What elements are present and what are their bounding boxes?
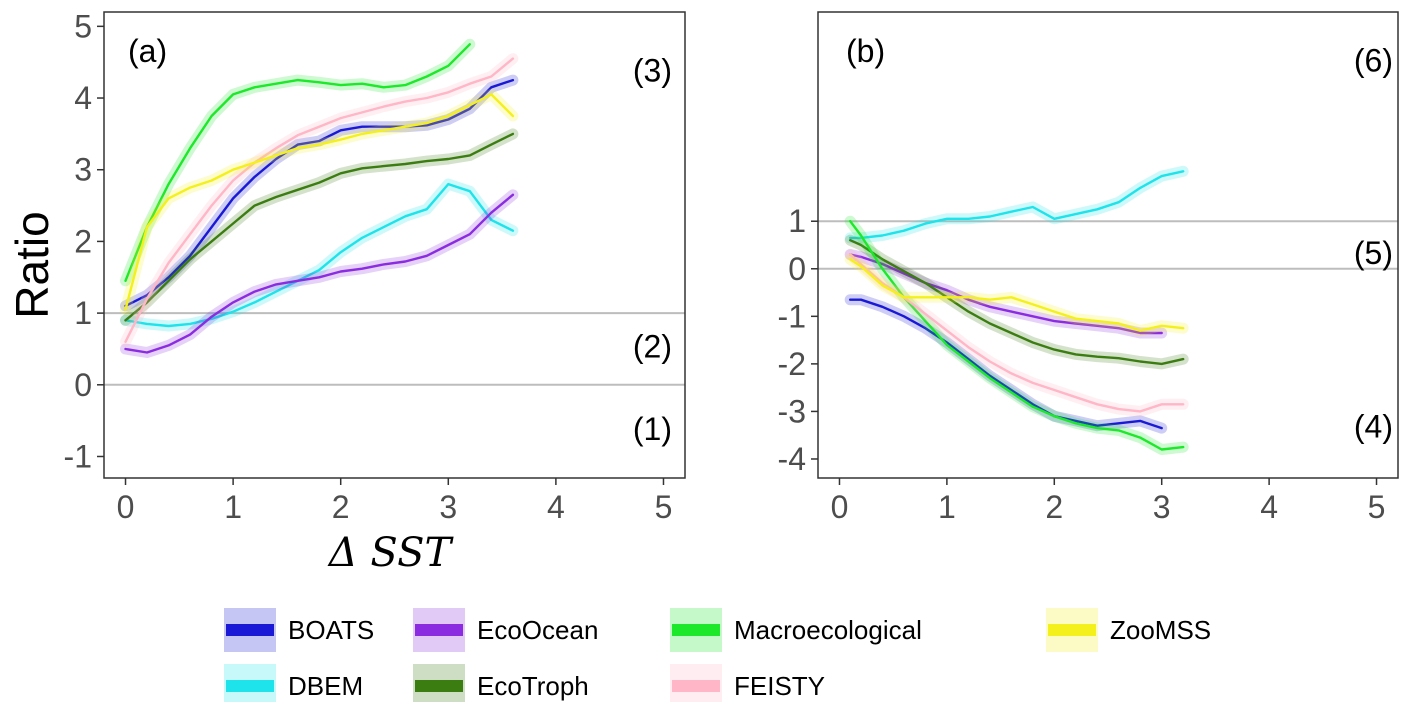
legend-key-line [1048, 624, 1096, 636]
panel-b-region-label: (4) [1354, 409, 1393, 445]
panel-b-line-boats [849, 298, 1163, 430]
panel-b-x-tick-label: 1 [938, 489, 956, 525]
panel-b-ribbon-dbem [844, 165, 1189, 244]
panel-a-region-label: (1) [633, 411, 672, 447]
panel-a-line-zoomss [124, 93, 515, 311]
panel-a-frame [103, 11, 686, 479]
panel-b-line-ecoocean [849, 253, 1163, 335]
panel-b-y-tick-label: 1 [788, 203, 806, 239]
panel-a-x-tick-label: 4 [547, 489, 565, 525]
panel-a-region-labels: (3) (2) (1) [633, 52, 672, 446]
panel-a-line-feisty [124, 57, 515, 343]
legend-item-feisty: FEISTY [670, 664, 825, 702]
panel-a-line-dbem [124, 182, 515, 328]
panel-a-y-tick-label: 2 [74, 223, 92, 259]
legend-key-line [672, 680, 720, 692]
panel-a-x-tick-label: 2 [332, 489, 350, 525]
legend-item-ecotroph: EcoTroph [413, 664, 589, 702]
panel-a-line-macroecological [124, 43, 471, 282]
panel-b-label: (b) [846, 33, 885, 69]
panel-a-ticks: 0 1 2 3 4 5 -1 0 1 2 3 4 5 [64, 8, 673, 525]
panel-a-line-ecotroph [124, 132, 515, 322]
legend-key-line [226, 624, 274, 636]
panel-a-x-axis-label: Δ SST [327, 530, 455, 576]
panel-b-line-zoomss [849, 258, 1185, 332]
panel-a-x-tick-label: 0 [117, 489, 135, 525]
panel-b-x-tick-label: 2 [1045, 489, 1063, 525]
panel-b-y-tick-label: 0 [788, 251, 806, 287]
legend: BOATS DBEM EcoOcean EcoTroph Macroecological… [224, 608, 1211, 702]
panel-b-region-label: (5) [1354, 235, 1393, 271]
panel-b-x-tick-label: 0 [831, 489, 849, 525]
legend-item-dbem: DBEM [224, 664, 363, 702]
panel-a-series [120, 38, 519, 358]
legend-key-line [672, 624, 720, 636]
legend-key-line [415, 624, 463, 636]
panel-b-reference-lines [818, 220, 1398, 270]
panel-a-line-boats [124, 78, 515, 308]
panel-a-y-tick-label: -1 [64, 438, 92, 474]
panel-a-region-label: (3) [633, 52, 672, 88]
panel-b-x-tick-label: 4 [1260, 489, 1278, 525]
panel-b-x-tick-label: 5 [1368, 489, 1386, 525]
panel-a-y-axis-label: Ratio [6, 211, 58, 318]
panel-b-line-macroecological [849, 219, 1185, 451]
panel-b-frame [817, 11, 1399, 479]
legend-item-ecoocean: EcoOcean [413, 608, 598, 652]
panel-a-x-tick-label: 3 [439, 489, 457, 525]
panel-b-y-tick-label: -1 [778, 298, 806, 334]
legend-key-line [415, 680, 463, 692]
panel-a-y-tick-label: 5 [74, 8, 92, 44]
panel-a-line-ecoocean [124, 193, 515, 354]
legend-key-line [226, 680, 274, 692]
panel-b-x-tick-label: 3 [1153, 489, 1171, 525]
panel-b-y-tick-label: -3 [778, 393, 806, 429]
legend-label: EcoOcean [477, 615, 598, 645]
panel-b-y-tick-label: -2 [778, 346, 806, 382]
panel-a-label: (a) [128, 33, 167, 69]
panel-a-x-tick-label: 1 [224, 489, 242, 525]
legend-label: ZooMSS [1110, 615, 1211, 645]
panel-b-y-tick-label: -4 [778, 441, 806, 477]
legend-item-macroecological: Macroecological [670, 608, 922, 652]
panel-a-y-tick-label: 4 [74, 80, 92, 116]
legend-item-boats: BOATS [224, 608, 374, 652]
legend-label: BOATS [288, 615, 374, 645]
panel-b-line-ecotroph [849, 238, 1185, 366]
panel-a-y-tick-label: 3 [74, 152, 92, 188]
panel-a-x-tick-label: 5 [655, 489, 673, 525]
panel-b-ticks: 0 1 2 3 4 5 -4 -3 -2 -1 0 1 [778, 203, 1386, 525]
panel-a: 0 1 2 3 4 5 -1 0 1 2 3 4 5 (a) (3) (2) (1) Ratio Δ SST [6, 8, 686, 576]
panel-b-region-labels: (6) (5) (4) [1354, 43, 1393, 445]
panel-a-ribbon-feisty [120, 53, 519, 348]
panel-a-y-tick-label: 1 [74, 295, 92, 331]
legend-label: Macroecological [734, 615, 922, 645]
panel-a-reference-lines [104, 312, 685, 386]
panel-b: 0 1 2 3 4 5 -4 -3 -2 -1 0 1 (b) (6) (5) (4) [778, 11, 1399, 525]
panel-a-y-tick-label: 0 [74, 367, 92, 403]
panel-a-region-label: (2) [633, 328, 672, 364]
panel-b-series [844, 165, 1189, 455]
panel-b-region-label: (6) [1354, 43, 1393, 79]
legend-label: EcoTroph [477, 671, 589, 701]
legend-item-zoomss: ZooMSS [1046, 608, 1211, 652]
panel-b-line-dbem [849, 170, 1185, 240]
legend-label: DBEM [288, 671, 363, 701]
legend-label: FEISTY [734, 671, 825, 701]
